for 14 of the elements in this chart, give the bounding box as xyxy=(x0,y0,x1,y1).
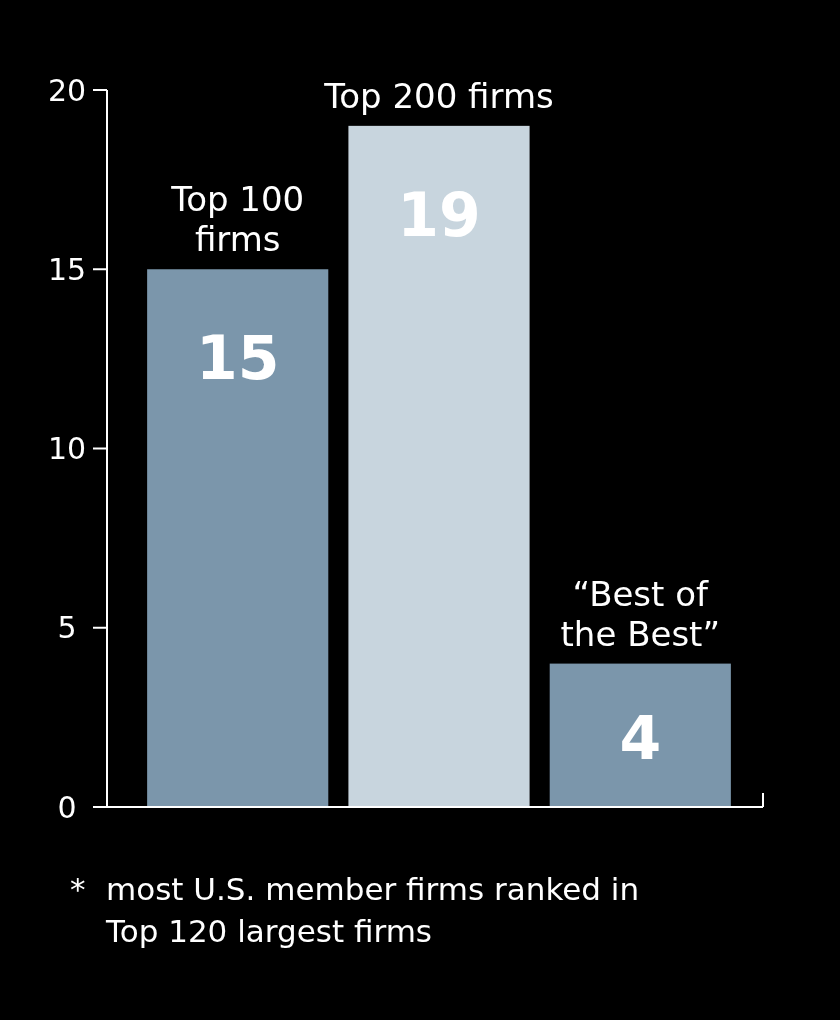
x-tick-label: “Best of the Best” xyxy=(560,573,721,654)
bar xyxy=(348,125,530,807)
y-tick-label: 5 xyxy=(57,610,77,646)
y-tick-label: 15 xyxy=(47,251,87,287)
bar xyxy=(147,269,329,807)
y-tick-label: 20 xyxy=(47,72,87,108)
x-tick-label: Top 100 firms xyxy=(170,179,305,260)
data-label: 15 xyxy=(195,323,280,394)
x-tick-label: Top 200 firms xyxy=(323,75,554,116)
data-label: 4 xyxy=(619,702,662,773)
bar xyxy=(549,663,731,807)
text: * most U.S. member firms ranked in Top 120 largest firms xyxy=(70,871,640,949)
y-tick-label: 10 xyxy=(47,431,87,466)
y-tick-label: 0 xyxy=(57,789,77,825)
